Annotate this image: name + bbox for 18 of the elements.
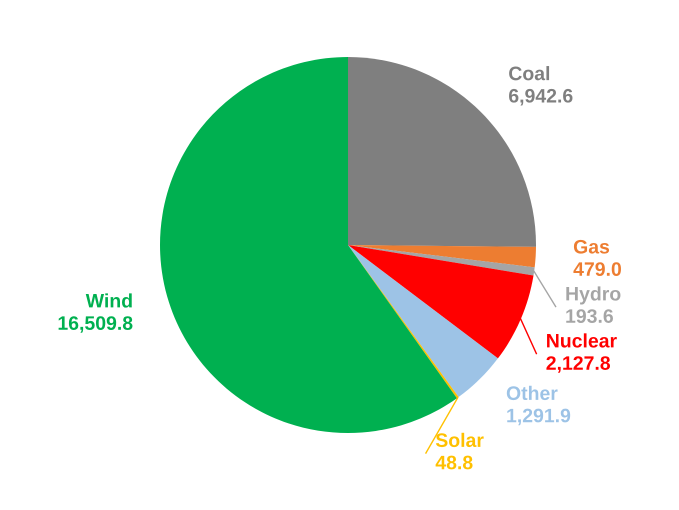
data-label: 16,509.8 [58, 316, 132, 333]
pie-slice [348, 245, 536, 268]
pie-slice [160, 57, 457, 433]
slice-label: Solar [436, 432, 484, 448]
slice-label: Gas [574, 240, 610, 254]
pie-slice [348, 245, 534, 358]
slice-label: Hydro [566, 286, 620, 304]
pie-slice [348, 245, 498, 398]
data-label: 48.8 [436, 456, 473, 470]
data-label: 2,127.8 [546, 356, 610, 373]
data-label: 479.0 [573, 262, 621, 276]
data-label: 6,942.6 [509, 88, 572, 106]
slice-label: Nuclear [547, 333, 617, 348]
slice-label: Wind [86, 293, 132, 308]
slice-label: Coal [509, 66, 550, 80]
data-label: 193.6 [566, 309, 613, 323]
slice-label: Other [506, 386, 558, 400]
data-label: 1,291.9 [507, 408, 570, 426]
